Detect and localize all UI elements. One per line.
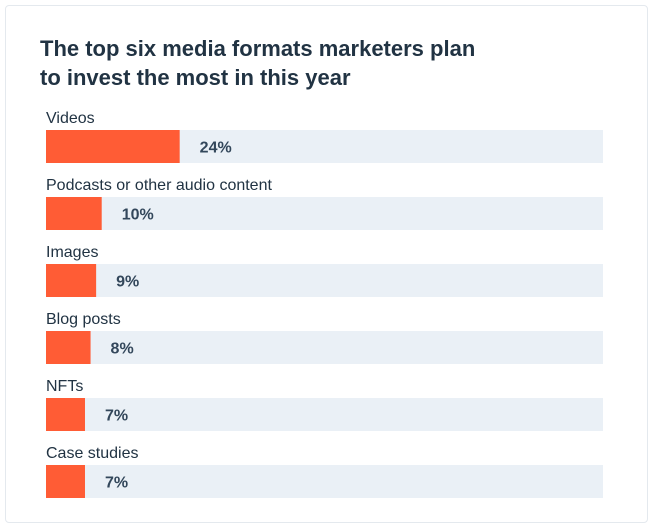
- bar: [46, 197, 102, 230]
- category-label: NFTs: [46, 378, 83, 395]
- bar-track: [46, 331, 603, 364]
- bar: [46, 465, 85, 498]
- value-label: 24%: [200, 140, 232, 157]
- bar-track: [46, 264, 603, 297]
- category-label: Blog posts: [46, 311, 121, 328]
- bar-track: [46, 465, 603, 498]
- bar: [46, 331, 91, 364]
- category-label: Videos: [46, 110, 95, 127]
- bar-track: [46, 197, 603, 230]
- value-label: 9%: [116, 274, 139, 291]
- bar-track: [46, 398, 603, 431]
- bar: [46, 264, 97, 297]
- value-label: 10%: [122, 207, 154, 224]
- bar: [46, 398, 85, 431]
- value-label: 8%: [111, 341, 134, 358]
- bar: [46, 130, 180, 163]
- category-label: Images: [46, 244, 98, 261]
- category-label: Case studies: [46, 445, 139, 462]
- category-label: Podcasts or other audio content: [46, 177, 272, 194]
- value-label: 7%: [105, 475, 128, 492]
- chart-title: The top six media formats marketers plan…: [40, 36, 476, 90]
- value-label: 7%: [105, 408, 128, 425]
